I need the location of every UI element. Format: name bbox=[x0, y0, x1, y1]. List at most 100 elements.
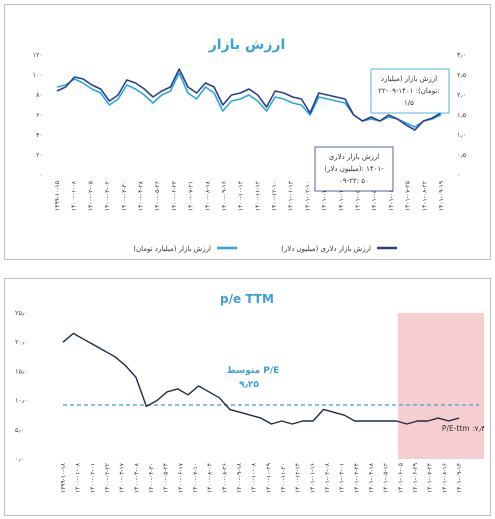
annotation-toman-line-1: ارزش بازار (میلیارد bbox=[381, 75, 437, 83]
x-tick-label: ۱۴۰۰-۰۷-۱۰ bbox=[192, 463, 199, 493]
annotation-toman: ارزش بازار (میلیارد تومان): ۱۴۰۱-۰۹-۲۲: … bbox=[370, 68, 450, 114]
series-lines bbox=[62, 332, 479, 425]
x-tick-label: ۱۴۰۰-۰۳-۳۰ bbox=[121, 181, 128, 211]
x-tick-label: ۱۴۰۰-۰۱-۰۸ bbox=[75, 462, 82, 493]
x-tick-label: ۱۴۰۱-۰۶-۲۷ bbox=[388, 180, 395, 211]
y-right-tick-label: ۳٫۰ bbox=[457, 51, 466, 59]
legend-label-dollar: ارزش بازار دلاری (میلیون دلار) bbox=[281, 245, 371, 253]
annotation-toman-line-2: تومان): ۱۴۰۱-۰۹-۲۲: bbox=[378, 87, 439, 95]
x-tick-label: ۱۴۰۰-۱۱-۱۲ bbox=[254, 181, 261, 211]
x-tick-label: ۱۴۰۰-۰۳-۱۷ bbox=[119, 462, 126, 493]
y-tick-label: ۱۵٫۰ bbox=[15, 367, 28, 375]
average-label: متوسط P/E bbox=[227, 366, 280, 376]
annotation-dollar-line-2: (میلیون دلار): ۱۴۰۱- bbox=[324, 165, 384, 173]
x-tick-label: ۱۴۰۰-۰۸-۱۸ bbox=[204, 180, 211, 211]
x-tick-label: ۱۴۰۱-۰۶-۲۹ bbox=[412, 463, 419, 493]
x-tick-label: ۱۴۰۰-۰۹-۱۸ bbox=[236, 462, 243, 493]
series-line-dollar bbox=[56, 68, 442, 131]
y-right-tick-label: ۲٫۰ bbox=[457, 91, 466, 99]
x-tick-label: ۱۴۰۱-۰۴-۱۸ bbox=[368, 462, 375, 493]
x-tick-label: ۱۴۰۰-۰۵-۲۶ bbox=[154, 181, 161, 211]
x-tick-label: ۱۴۰۰-۰۹-۱۶ bbox=[221, 181, 228, 211]
y-tick-label: ۱۰٫۰ bbox=[15, 397, 28, 405]
y-axis: ۰٫۰ ۵٫۰ ۱۰٫۰ ۱۵٫۰ ۲۰٫۰ ۲۵٫۰ bbox=[15, 309, 28, 463]
pe-chart: p/e TTM ۰٫۰ ۵٫۰ ۱۰٫۰ ۱۵٫۰ ۲۰٫۰ ۲۵٫۰ ۱۳۹۹-۱۰-۱… bbox=[15, 292, 485, 493]
x-tick-label: ۱۴۰۱-۰۷-۲۴ bbox=[427, 463, 434, 493]
x-tick-label: ۱۳۹۹-۱۰-۱۸ bbox=[60, 462, 67, 493]
chart-title: p/e TTM bbox=[220, 292, 274, 306]
x-tick-label: ۱۴۰۰-۰۷-۲۱ bbox=[188, 181, 195, 211]
x-tick-label: ۱۴۰۱-۰۵-۳۰ bbox=[371, 181, 378, 211]
x-tick-label: ۱۴۰۱-۰۸-۱۶ bbox=[441, 463, 448, 493]
y-left-tick-label: ۸۰ bbox=[36, 91, 43, 99]
average-value: ۹٫۲۵ bbox=[239, 380, 259, 390]
x-tick-label: ۱۴۰۱-۰۳-۰۱ bbox=[339, 463, 346, 493]
x-tick-label: ۱۴۰۰-۱۰-۱۴ bbox=[238, 181, 245, 211]
y-axis-right: ۰ ۰٫۵ ۱٫۰ ۱٫۵ ۲٫۰ ۲٫۵ ۳٫۰ bbox=[457, 51, 467, 179]
y-right-tick-label: ۰٫۵ bbox=[457, 151, 467, 159]
legend-label-toman: ارزش بازار (میلیارد تومان) bbox=[133, 245, 211, 253]
x-tick-label: ۱۴۰۰-۰۲-۰۱ bbox=[89, 463, 96, 493]
x-tick-label: ۱۴۰۱-۰۵-۰۱ bbox=[355, 181, 362, 211]
x-tick-label: ۱۳۹۹-۱۰-۱۵ bbox=[54, 181, 61, 211]
y-right-tick-label: ۱٫۵ bbox=[457, 111, 467, 119]
legend: ارزش بازار دلاری (میلیون دلار) ارزش بازا… bbox=[133, 245, 397, 253]
market-cap-chart: ارزش بازار ۰ ۲۰ ۴۰ ۶۰ ۸۰ ۱۰۰ ۱۲۰ ۰ ۰٫۵ ۱٫۰ ۱٫۵ ۲٫۰… bbox=[33, 37, 467, 253]
x-tick-label: ۱۴۰۱-۰۲-۰۸ bbox=[324, 462, 331, 493]
annotation-toman-line-3: ۱/۵ bbox=[404, 99, 414, 107]
x-tick-label: ۱۴۰۱-۰۹-۱۴ bbox=[456, 463, 463, 493]
pe-chart-panel: p/e TTM ۰٫۰ ۵٫۰ ۱۰٫۰ ۱۵٫۰ ۲۰٫۰ ۲۵٫۰ ۱۳۹۹-۱۰-۱… bbox=[4, 278, 491, 516]
y-tick-label: ۵٫۰ bbox=[15, 426, 24, 434]
x-tick-label: ۱۴۰۰-۰۴-۲۸ bbox=[137, 180, 144, 211]
series-line-pe bbox=[62, 332, 460, 425]
x-tick-label: ۱۴۰۰-۰۴-۳۰ bbox=[148, 463, 155, 493]
x-tick-label: ۱۴۰۱-۰۹-۱۹ bbox=[438, 181, 445, 211]
y-tick-label: ۰٫۰ bbox=[15, 455, 24, 463]
x-tick-label: ۱۴۰۱-۰۵-۱۲ bbox=[383, 463, 390, 493]
x-tick-label: ۱۴۰۰-۰۲-۲۲ bbox=[104, 463, 111, 493]
market-cap-chart-panel: ارزش بازار ۰ ۲۰ ۴۰ ۶۰ ۸۰ ۱۰۰ ۱۲۰ ۰ ۰٫۵ ۱٫۰ ۱٫۵ ۲٫۰… bbox=[4, 4, 491, 260]
x-tick-label: ۱۴۰۰-۰۸-۰۴ bbox=[207, 463, 214, 493]
annotation-dollar-line-3: ۰۹-۲۲: ۵۰ bbox=[339, 177, 369, 185]
y-left-tick-label: ۱۲۰ bbox=[33, 51, 43, 59]
y-axis-left: ۰ ۲۰ ۴۰ ۶۰ ۸۰ ۱۰۰ ۱۲۰ bbox=[33, 51, 43, 179]
annotation-dollar-line-1: ارزش بازار دلاری bbox=[329, 153, 380, 161]
chart-title: ارزش بازار bbox=[208, 37, 286, 53]
x-axis: ۱۳۹۹-۱۰-۱۵ ۱۴۰۰-۰۱-۰۸ ۱۴۰۰-۰۲-۰۵ ۱۴۰۰-۰۳-۰۲… bbox=[54, 180, 445, 211]
y-left-tick-label: ۰ bbox=[40, 171, 44, 179]
y-right-tick-label: ۰ bbox=[457, 171, 461, 179]
x-tick-label: ۱۴۰۱-۰۱-۱۳ bbox=[288, 180, 295, 211]
y-left-tick-label: ۱۰۰ bbox=[33, 71, 43, 79]
x-tick-label: ۱۴۰۱-۰۶-۰۵ bbox=[397, 463, 404, 493]
x-tick-label: ۱۴۰۰-۰۶-۲۳ bbox=[171, 180, 178, 211]
highlight-region bbox=[398, 313, 484, 459]
x-tick-label: ۱۴۰۰-۰۵-۲۴ bbox=[163, 463, 170, 493]
y-left-tick-label: ۶۰ bbox=[36, 111, 43, 119]
series-lines bbox=[56, 68, 442, 131]
x-tick-label: ۱۴۰۰-۰۴-۰۸ bbox=[133, 462, 140, 493]
x-tick-label: ۱۴۰۱-۰۳-۰۷ bbox=[321, 180, 328, 211]
x-tick-label: ۱۴۰۱-۰۸-۲۲ bbox=[421, 181, 428, 211]
x-tick-label: ۱۴۰۰-۱۰-۰۸ bbox=[251, 462, 258, 493]
x-tick-label: ۱۴۰۱-۰۱-۱۶ bbox=[309, 463, 316, 493]
x-tick-label: ۱۴۰۱-۰۷-۲۵ bbox=[405, 181, 412, 211]
x-tick-label: ۱۴۰۰-۱۱-۲۰ bbox=[280, 463, 287, 493]
x-tick-label: ۱۴۰۰-۰۱-۰۸ bbox=[71, 180, 78, 211]
y-right-tick-label: ۱٫۰ bbox=[457, 131, 466, 139]
last-value-label: P/E-ttm :۷٫۴ bbox=[442, 424, 485, 433]
y-tick-label: ۲۵٫۰ bbox=[15, 309, 28, 317]
x-tick-label: ۱۴۰۰-۱۰-۲۹ bbox=[265, 463, 272, 493]
x-axis: ۱۳۹۹-۱۰-۱۸ ۱۴۰۰-۰۱-۰۸ ۱۴۰۰-۰۲-۰۱ ۱۴۰۰-۰۲-۲۲… bbox=[60, 462, 463, 493]
x-tick-label: ۱۴۰۰-۱۲-۱۰ bbox=[271, 181, 278, 211]
x-tick-label: ۱۴۰۰-۰۸-۲۶ bbox=[221, 463, 228, 493]
x-tick-label: ۱۴۰۰-۰۶-۱۷ bbox=[177, 462, 184, 493]
x-tick-label: ۱۴۰۱-۰۴-۰۴ bbox=[338, 181, 345, 211]
x-tick-label: ۱۴۰۰-۰۳-۰۲ bbox=[104, 181, 111, 211]
x-tick-label: ۱۴۰۰-۱۲-۱۴ bbox=[295, 463, 302, 493]
x-tick-label: ۱۴۰۰-۰۲-۰۵ bbox=[87, 181, 94, 211]
annotation-dollar: ارزش بازار دلاری (میلیون دلار): ۱۴۰۱- ۰۹… bbox=[314, 146, 394, 192]
y-tick-label: ۲۰٫۰ bbox=[15, 338, 28, 346]
y-left-tick-label: ۴۰ bbox=[36, 131, 43, 139]
x-tick-label: ۱۴۰۱-۰۳-۲۴ bbox=[353, 463, 360, 493]
y-left-tick-label: ۲۰ bbox=[36, 151, 43, 159]
